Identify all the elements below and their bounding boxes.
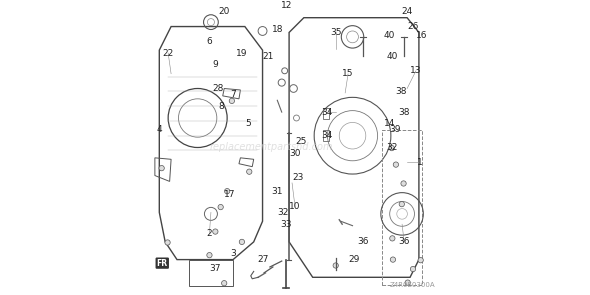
Text: 5: 5: [245, 119, 251, 128]
Text: 29: 29: [348, 255, 360, 264]
Text: Z4R0E0300A: Z4R0E0300A: [389, 282, 435, 288]
Text: 27: 27: [257, 255, 268, 264]
Circle shape: [206, 253, 212, 258]
Text: 38: 38: [395, 87, 407, 96]
Circle shape: [159, 165, 164, 171]
Text: 4: 4: [156, 125, 162, 134]
Circle shape: [389, 145, 394, 151]
Text: 7: 7: [230, 90, 236, 99]
Circle shape: [333, 263, 339, 268]
Text: 40: 40: [384, 31, 395, 40]
Text: 9: 9: [212, 60, 218, 69]
Text: 16: 16: [416, 31, 428, 40]
Text: 25: 25: [295, 137, 307, 146]
Circle shape: [411, 266, 415, 272]
Text: 39: 39: [389, 125, 401, 134]
Text: 23: 23: [292, 173, 304, 181]
Circle shape: [240, 239, 244, 245]
Text: 21: 21: [263, 52, 274, 60]
Text: 19: 19: [236, 49, 248, 58]
Text: 32: 32: [386, 143, 398, 152]
Text: 15: 15: [342, 69, 354, 78]
Text: 18: 18: [271, 25, 283, 34]
Text: 24: 24: [401, 7, 413, 16]
Circle shape: [229, 98, 235, 104]
Text: replacementpartshd.com: replacementpartshd.com: [209, 142, 333, 153]
Text: 26: 26: [407, 22, 419, 31]
Circle shape: [399, 201, 404, 207]
Text: 34: 34: [322, 131, 333, 140]
Text: 22: 22: [162, 49, 174, 58]
Text: FR: FR: [157, 259, 168, 268]
Text: 1: 1: [417, 158, 422, 167]
Text: 37: 37: [209, 264, 221, 273]
Text: 10: 10: [289, 202, 301, 211]
Text: 35: 35: [330, 28, 342, 37]
Circle shape: [218, 204, 223, 210]
Text: 32: 32: [277, 208, 289, 217]
Circle shape: [221, 281, 227, 286]
Circle shape: [165, 240, 170, 245]
Circle shape: [393, 162, 399, 167]
Text: 38: 38: [398, 108, 410, 117]
Circle shape: [418, 258, 423, 263]
Circle shape: [247, 169, 252, 174]
Text: 13: 13: [410, 66, 422, 75]
Text: 12: 12: [280, 1, 292, 10]
Text: 31: 31: [271, 187, 283, 196]
Text: 2: 2: [206, 229, 212, 237]
Circle shape: [390, 236, 395, 241]
Circle shape: [224, 189, 230, 194]
Text: 14: 14: [384, 119, 395, 128]
Bar: [382, 130, 422, 285]
Text: 30: 30: [289, 149, 301, 158]
Text: 36: 36: [357, 237, 369, 246]
Text: 3: 3: [230, 249, 236, 258]
Circle shape: [213, 229, 218, 234]
Text: 28: 28: [212, 84, 224, 93]
Circle shape: [401, 181, 406, 186]
Text: 17: 17: [224, 190, 236, 199]
Circle shape: [391, 257, 395, 262]
Text: 8: 8: [218, 102, 224, 111]
Text: 40: 40: [386, 52, 398, 60]
Text: 6: 6: [206, 37, 212, 46]
Text: 36: 36: [398, 237, 410, 246]
Text: 33: 33: [280, 220, 292, 229]
Circle shape: [405, 280, 410, 285]
Text: 34: 34: [322, 108, 333, 117]
Text: 20: 20: [218, 7, 230, 16]
